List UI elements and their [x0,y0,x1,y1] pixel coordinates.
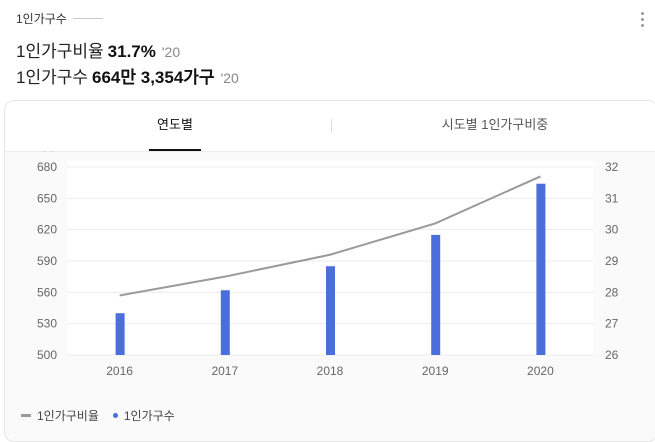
x-tick-label: 2018 [317,364,344,378]
y-right-tick-label: 26 [605,348,619,362]
stat-ratio-year: '20 [162,44,180,60]
x-tick-label: 2017 [211,364,238,378]
legend-dot-marker [113,413,118,418]
stat-count-label: 1인가구수 [16,68,88,87]
stat-ratio-value: 31.7% [108,42,156,61]
tab-by-province[interactable]: 시도별 1인가구비중 [405,101,585,151]
stat-ratio-label: 1인가구비율 [16,42,104,61]
y-left-axis-label: 만가구 [27,151,57,153]
y-right-tick-label: 30 [605,223,619,237]
bar [116,313,125,355]
title-divider [73,18,103,19]
x-tick-label: 2016 [106,364,133,378]
x-tick-label: 2019 [422,364,449,378]
y-right-tick-label: 31 [605,191,619,205]
y-right-axis-label: % [605,151,615,153]
stat-count-value: 664만 3,354가구 [92,68,215,87]
legend-ratio-label: 1인가구비율 [37,407,99,424]
stat-count-year: '20 [221,70,239,86]
y-left-tick-label: 560 [37,285,57,299]
combo-chart: 500 530 560 590 620 650 680 26 27 28 29 30 31 32 만가구% 2… [5,151,655,401]
y-left-tick-label: 530 [37,317,57,331]
y-left-tick-label: 680 [37,160,57,174]
y-right-tick-label: 32 [605,160,619,174]
bar [221,290,230,355]
tab-by-province-label: 시도별 1인가구비중 [442,117,549,132]
x-tick-label: 2020 [527,364,554,378]
bar [326,266,335,355]
legend-line-marker [21,414,31,417]
more-options-icon[interactable] [641,12,645,27]
tab-divider [331,119,332,133]
y-right-tick-label: 28 [605,285,619,299]
y-right-tick-label: 27 [605,317,619,331]
y-right-tick-label: 29 [605,254,619,268]
tab-yearly[interactable]: 연도별 [125,101,225,151]
chart-tabs: 연도별 시도별 1인가구비중 [5,101,655,152]
y-left-tick-label: 500 [37,348,57,362]
tab-yearly-label: 연도별 [157,117,193,132]
y-left-tick-label: 620 [37,223,57,237]
chart-card: 연도별 시도별 1인가구비중 500 530 560 590 620 650 680 26 27… [4,100,655,442]
legend-count-label: 1인가구수 [124,407,175,424]
y-left-tick-label: 590 [37,254,57,268]
bar [536,184,545,355]
y-left-tick-label: 650 [37,191,57,205]
legend-item-ratio[interactable]: 1인가구비율 [21,407,99,424]
legend-item-count[interactable]: 1인가구수 [113,407,175,424]
section-title-text: 1인가구수 [16,10,67,27]
section-title: 1인가구수 [16,10,103,27]
chart-legend: 1인가구비율 1인가구수 [21,407,189,424]
bar [431,235,440,355]
